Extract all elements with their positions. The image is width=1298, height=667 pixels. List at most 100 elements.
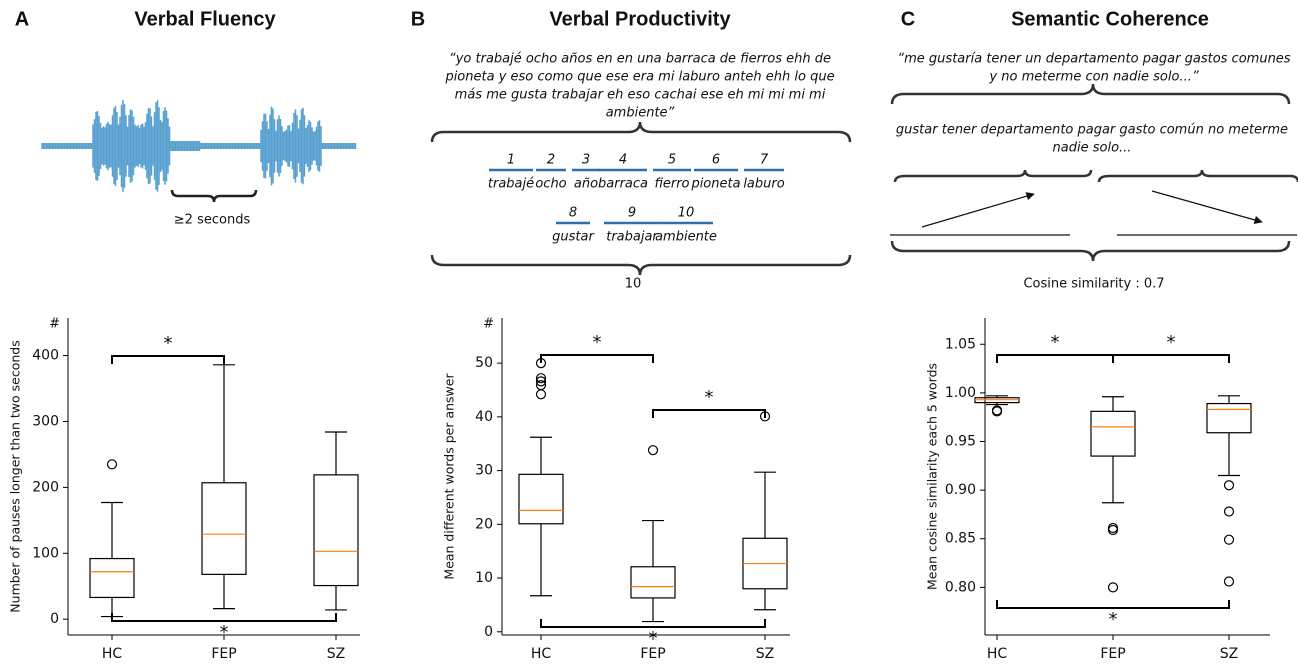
x-tick-label: SZ [327, 646, 345, 662]
quote-line: más me gusta trabajar eh eso cachai ese … [455, 88, 826, 103]
quote-line: “yo trabajé ocho años en en una barraca … [449, 52, 831, 67]
y-axis-label: Mean cosine similarity each 5 words [925, 363, 940, 590]
flier [535, 380, 547, 391]
word: pioneta [690, 177, 740, 192]
y-tick-label: 0.80 [945, 579, 976, 595]
x-tick-label: HC [987, 646, 1008, 662]
brace [890, 83, 1291, 105]
flier [991, 406, 1003, 417]
word-number: 5 [668, 153, 676, 168]
pause-brace [170, 189, 258, 203]
word: fierro [654, 177, 689, 192]
y-tick-label: 200 [32, 479, 59, 495]
x-tick-label: FEP [640, 646, 665, 662]
lemma-line: nadie solo... [1053, 141, 1132, 156]
quote-line: “me gustaría tener un departamento pagar… [897, 52, 1290, 67]
x-tick-label: SZ [756, 646, 774, 662]
word-number: 2 [547, 153, 555, 168]
y-tick-label: 0 [50, 611, 59, 627]
similarity-result: Cosine similarity : 0.7 [1023, 277, 1164, 292]
significance-bracket [996, 600, 1230, 609]
significance-bracket [540, 354, 654, 363]
waveform [41, 100, 357, 192]
word-number: 4 [619, 153, 627, 168]
y-tick-label: 1.05 [945, 336, 976, 352]
word: año [574, 177, 598, 192]
y-tick-label: 0.95 [945, 433, 976, 449]
brace [890, 240, 1291, 262]
y-tick-label: 0.90 [945, 482, 976, 498]
significance-label: * [164, 333, 173, 354]
box [630, 566, 676, 599]
flier [1107, 582, 1119, 593]
significance-bracket [111, 613, 337, 622]
panel-label: A [15, 8, 29, 30]
significance-bracket [1112, 354, 1230, 363]
x-tick-label: FEP [211, 646, 236, 662]
panel-label: B [411, 8, 425, 30]
flier [106, 459, 118, 470]
word-number: 7 [760, 153, 769, 168]
word-number: 3 [582, 153, 590, 168]
x-tick-label: HC [102, 646, 123, 662]
significance-label: * [1167, 332, 1176, 353]
significance-bracket [540, 619, 766, 628]
box [201, 482, 247, 575]
y-unit: # [483, 317, 494, 332]
brace [430, 254, 852, 276]
quote-line: ambiente” [606, 106, 675, 121]
y-tick-label: 20 [475, 516, 493, 532]
y-axis-label: Number of pauses longer than two seconds [8, 340, 23, 612]
brace [430, 121, 852, 143]
y-tick-label: 400 [32, 348, 59, 364]
y-tick-label: 10 [475, 570, 493, 586]
quote-line: y no meterme con nadie solo...” [988, 70, 1198, 85]
word: barraca [598, 177, 648, 192]
flier [1223, 480, 1235, 491]
word-number: 8 [569, 206, 577, 221]
significance-label: * [1109, 609, 1118, 630]
y-tick-label: 40 [475, 409, 493, 425]
box [89, 557, 135, 599]
flier [535, 389, 547, 400]
word-number: 1 [507, 153, 515, 168]
flier [1223, 506, 1235, 517]
y-tick-label: 50 [475, 355, 493, 371]
significance-label: * [220, 622, 229, 643]
y-tick-label: 300 [32, 413, 59, 429]
panel-label: C [901, 8, 915, 30]
x-tick-label: FEP [1100, 646, 1125, 662]
significance-bracket [652, 409, 766, 418]
word: trabajé [488, 177, 534, 192]
significance-label: * [705, 387, 714, 408]
pause-label: ≥2 seconds [174, 213, 251, 228]
significance-bracket [111, 355, 225, 364]
vector-arrow [1151, 190, 1263, 224]
flier [1223, 534, 1235, 545]
significance-label: * [1051, 332, 1060, 353]
flier [1223, 576, 1235, 587]
word-number: 6 [712, 153, 720, 168]
word: trabajar [606, 230, 659, 245]
flier [1107, 524, 1119, 536]
box [313, 474, 359, 587]
word: laburo [743, 177, 784, 192]
significance-bracket [996, 354, 1114, 363]
y-tick-label: 100 [32, 545, 59, 561]
quote-line: pioneta y eso como que ese era mi laburo… [444, 70, 834, 85]
word: ambiente [655, 230, 717, 245]
x-tick-label: SZ [1220, 646, 1238, 662]
y-tick-label: 1.00 [945, 385, 976, 401]
significance-label: * [649, 628, 658, 649]
lemma-line: gustar tener departamento pagar gasto co… [896, 123, 1288, 138]
word-number: 10 [678, 206, 695, 221]
box [518, 473, 564, 525]
flier [535, 373, 547, 384]
y-unit: # [49, 317, 60, 332]
brace [893, 169, 1093, 183]
panel-title: Verbal Fluency [134, 8, 276, 30]
box [1206, 402, 1252, 434]
word-count: 10 [625, 277, 642, 292]
